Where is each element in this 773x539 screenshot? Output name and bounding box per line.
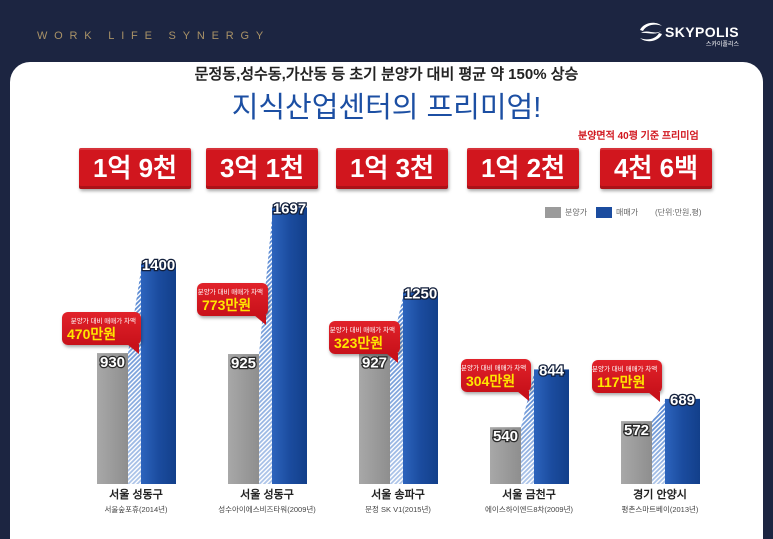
presale-price-bar: [490, 427, 521, 484]
category-label: 경기 안양시: [633, 489, 687, 501]
page-title: 지식산업센터의 프리미엄!: [231, 92, 542, 124]
presale-price-bar: [228, 354, 259, 484]
trade-price-label: 1697: [273, 200, 306, 217]
category-label: 서울 성동구: [240, 489, 294, 501]
difference-value: 304만원: [466, 373, 516, 389]
presale-price-label: 927: [362, 355, 387, 372]
trade-price-label: 844: [539, 362, 565, 379]
difference-callout: 분양가 대비 매매가 차액 117만원: [592, 360, 662, 402]
difference-label: 분양가 대비 매매가 차액: [70, 318, 136, 325]
difference-callout: 분양가 대비 매매가 차액 470만원: [62, 312, 141, 354]
premium-badge: 4천 6백: [600, 148, 712, 189]
legend-label-trade: 매매가: [616, 208, 639, 217]
difference-value: 773만원: [202, 297, 252, 313]
bar-group: 927 1250: [359, 284, 438, 484]
premium-badge: 1억 2천: [467, 148, 579, 189]
bar-group: 540 844: [490, 361, 569, 484]
presale-price-label: 572: [624, 422, 649, 439]
difference-callout: 분양가 대비 매매가 차액 304만원: [461, 359, 531, 401]
premium-badge: 3억 1천: [206, 148, 318, 189]
difference-callout: 분양가 대비 매매가 차액 773만원: [197, 283, 268, 325]
category-detail: 평촌스마트베이(2013년): [621, 505, 699, 514]
bar-group: 572 689: [621, 391, 700, 484]
premium-badge: 1억 3천: [336, 148, 448, 189]
bar-group: 930 1400: [97, 255, 176, 484]
legend-swatch-trade: [596, 207, 612, 218]
presale-price-label: 925: [231, 355, 256, 372]
presale-price-label: 930: [100, 354, 125, 371]
difference-value: 323만원: [334, 335, 384, 351]
brand-subtitle: 스카이폴리스: [705, 42, 739, 48]
category-label: 서울 금천구: [502, 489, 556, 501]
difference-value: 117만원: [597, 374, 646, 390]
presale-price-bar: [97, 353, 128, 484]
trade-price-label: 1250: [404, 285, 437, 302]
bar-group: 925 1697: [228, 199, 307, 485]
trade-price-bar: [141, 263, 176, 484]
category-detail: 에이스하이엔드8차(2009년): [485, 505, 573, 514]
price-gap-fade: [521, 369, 535, 484]
difference-label: 분양가 대비 매매가 차액: [461, 365, 527, 372]
presale-price-bar: [621, 421, 652, 484]
trade-price-bar: [665, 398, 700, 484]
trade-price-label: 1400: [142, 257, 175, 274]
trade-price-bar: [534, 369, 569, 484]
price-gap-fade: [652, 398, 666, 484]
category-label: 서울 성동구: [109, 489, 163, 501]
difference-label: 분양가 대비 매매가 차액: [329, 327, 395, 334]
legend-swatch-presale: [545, 207, 561, 218]
difference-label: 분양가 대비 매매가 차액: [197, 289, 263, 296]
trade-price-bar: [272, 207, 307, 485]
headline-subtitle: 문정동,성수동,가산동 등 초기 분양가 대비 평균 약 150% 상승: [194, 66, 579, 83]
tagline: WORK LIFE SYNERGY: [37, 30, 270, 42]
legend-label-presale: 분양가: [565, 208, 588, 217]
category-detail: 서울숲포휴(2014년): [104, 505, 168, 514]
trade-price-label: 689: [670, 392, 695, 409]
category-detail: 문정 SK V1(2015년): [365, 505, 431, 514]
skypolis-swirl-icon: [638, 21, 664, 43]
brand-name: SKYPOLIS: [665, 24, 739, 40]
unit-note: (단위:만원,평): [655, 208, 702, 217]
presale-price-bar: [359, 353, 390, 484]
difference-value: 470만원: [67, 326, 117, 342]
category-detail: 성수아이에스비즈타워(2009년): [218, 505, 316, 514]
premium-badge: 1억 9천: [79, 148, 191, 189]
trade-price-bar: [403, 292, 438, 484]
price-gap-fade: [128, 263, 142, 484]
difference-callout: 분양가 대비 매매가 차액 323만원: [329, 321, 400, 363]
price-gap-fade: [259, 207, 273, 485]
category-label: 서울 송파구: [371, 489, 425, 501]
presale-price-label: 540: [493, 428, 518, 445]
difference-label: 분양가 대비 매매가 차액: [592, 366, 658, 373]
premium-basis-note: 분양면적 40평 기준 프리미엄: [578, 131, 699, 142]
